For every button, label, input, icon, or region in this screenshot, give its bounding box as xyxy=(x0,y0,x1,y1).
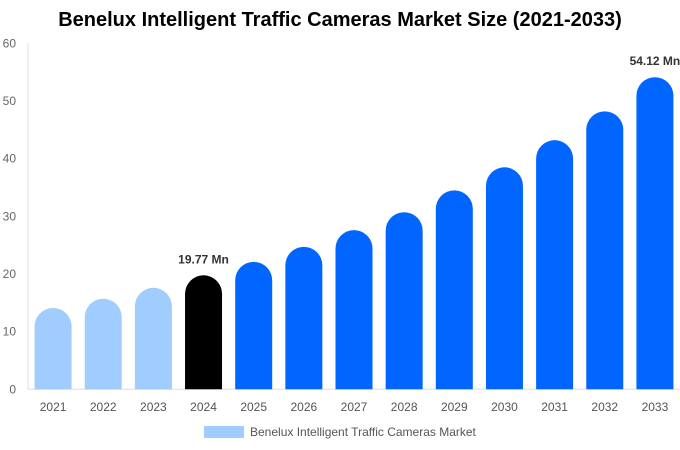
y-tick-label: 50 xyxy=(3,94,17,108)
x-tick-label: 2028 xyxy=(391,400,418,414)
x-tick-label: 2031 xyxy=(541,400,568,414)
bar-2021 xyxy=(34,307,72,390)
x-tick-label: 2029 xyxy=(441,400,468,414)
y-tick-label: 40 xyxy=(3,152,17,166)
bar-2025 xyxy=(235,261,273,390)
y-tick-label: 20 xyxy=(3,267,17,281)
y-tick-label: 10 xyxy=(3,325,17,339)
x-tick-label: 2032 xyxy=(591,400,618,414)
x-tick-label: 2022 xyxy=(90,400,117,414)
bar-2026 xyxy=(285,246,323,390)
bar-2022 xyxy=(84,298,122,390)
x-tick-label: 2033 xyxy=(642,400,669,414)
y-tick-label: 30 xyxy=(3,209,17,223)
bar-2031 xyxy=(536,140,574,390)
bar-2030 xyxy=(485,167,523,390)
legend-swatch xyxy=(204,426,244,438)
bar-2032 xyxy=(586,111,624,390)
bar-2028 xyxy=(385,212,423,390)
legend-label: Benelux Intelligent Traffic Cameras Mark… xyxy=(250,425,476,439)
data-label-2024: 19.77 Mn xyxy=(178,252,229,266)
x-tick-label: 2021 xyxy=(40,400,67,414)
chart-title: Benelux Intelligent Traffic Cameras Mark… xyxy=(58,9,622,31)
x-tick-label: 2027 xyxy=(341,400,368,414)
x-tick-label: 2026 xyxy=(290,400,317,414)
bar-2027 xyxy=(335,230,373,390)
x-tick-label: 2030 xyxy=(491,400,518,414)
y-tick-label: 60 xyxy=(3,36,17,50)
x-tick-label: 2023 xyxy=(140,400,167,414)
x-tick-label: 2024 xyxy=(190,400,217,414)
y-tick-label: 0 xyxy=(9,382,16,396)
bar-2023 xyxy=(134,287,172,390)
bar-2024 xyxy=(185,275,223,390)
data-label-2033: 54.12 Mn xyxy=(630,54,680,68)
bar-2029 xyxy=(435,190,473,390)
bar-2033 xyxy=(636,77,674,390)
legend: Benelux Intelligent Traffic Cameras Mark… xyxy=(204,425,476,439)
x-tick-label: 2025 xyxy=(240,400,267,414)
